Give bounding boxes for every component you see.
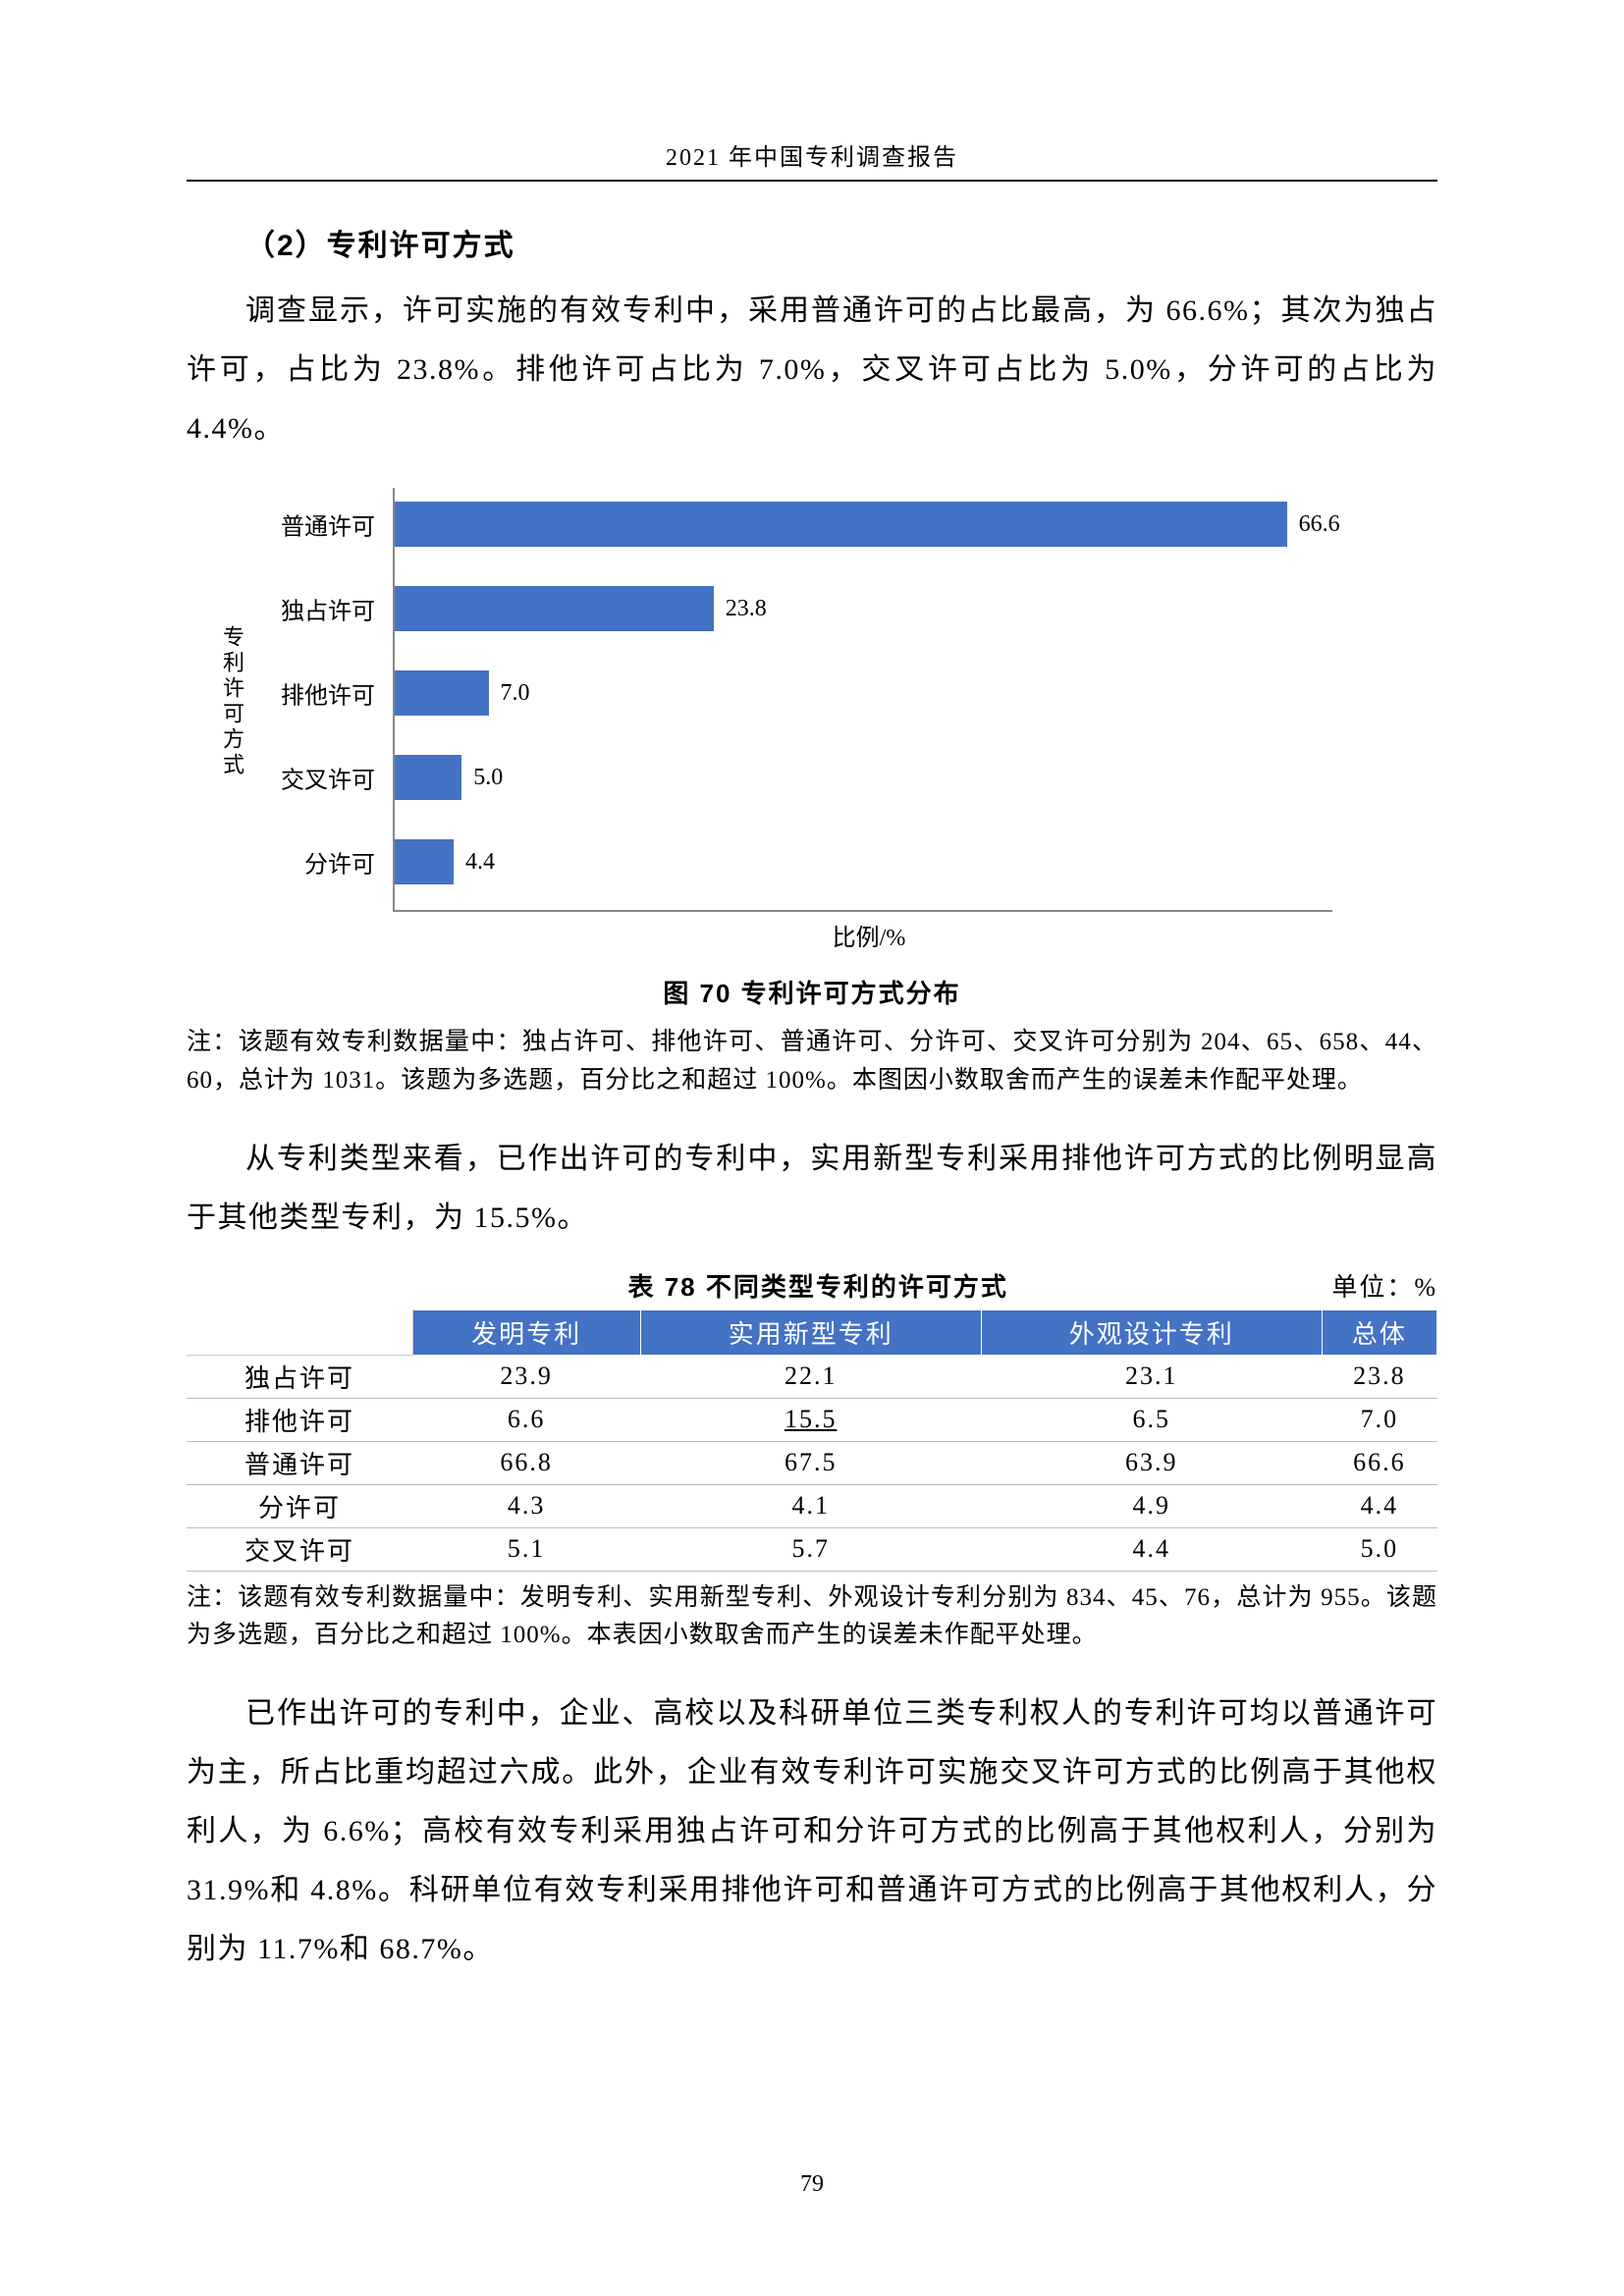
chart-category-label: 交叉许可 <box>228 761 395 795</box>
table-cell: 4.4 <box>1322 1484 1436 1527</box>
table-cell: 6.6 <box>412 1398 640 1441</box>
chart-bar-row: 分许可4.4 <box>395 839 495 884</box>
page: 2021 年中国专利调查报告 （2）专利许可方式 调查显示，许可实施的有效专利中… <box>0 0 1624 2296</box>
table-header-cell: 实用新型专利 <box>640 1309 981 1355</box>
table-cell: 23.8 <box>1322 1355 1436 1398</box>
chart-category-label: 普通许可 <box>228 507 395 542</box>
chart-bar-value: 4.4 <box>465 849 495 876</box>
table-cell: 普通许可 <box>187 1441 412 1484</box>
figure-caption: 图 70 专利许可方式分布 <box>187 974 1437 1010</box>
chart-category-label: 独占许可 <box>228 592 395 626</box>
chart-bar-row: 交叉许可5.0 <box>395 755 503 800</box>
section-title: （2）专利许可方式 <box>187 221 1437 264</box>
table-caption: 表 78 不同类型专利的许可方式 <box>304 1267 1331 1304</box>
table-cell: 66.8 <box>412 1441 640 1484</box>
chart-bar-value: 23.8 <box>726 596 767 622</box>
table-header-row: 发明专利实用新型专利外观设计专利总体 <box>187 1309 1437 1355</box>
table-header-cell: 发明专利 <box>412 1309 640 1355</box>
chart-plot-area: 普通许可66.6独占许可23.8排他许可7.0交叉许可5.0分许可4.4 <box>393 488 1332 912</box>
table-cell: 4.9 <box>981 1484 1322 1527</box>
table-row: 交叉许可5.15.74.45.0 <box>187 1527 1437 1571</box>
chart-bar-row: 普通许可66.6 <box>395 502 1340 547</box>
table-title-row: 表 78 不同类型专利的许可方式 单位：% <box>187 1267 1437 1304</box>
table-cell: 4.1 <box>640 1484 981 1527</box>
table-cell: 15.5 <box>640 1398 981 1441</box>
chart-footnote: 注：该题有效专利数据量中：独占许可、排他许可、普通许可、分许可、交叉许可分别为 … <box>187 1024 1437 1100</box>
table-cell: 5.7 <box>640 1527 981 1571</box>
chart-x-axis-label: 比例/% <box>393 918 1345 952</box>
table-row: 普通许可66.867.563.966.6 <box>187 1441 1437 1484</box>
table-unit: 单位：% <box>1331 1267 1437 1304</box>
chart-bar <box>395 839 454 884</box>
paragraph-1: 调查显示，许可实施的有效专利中，采用普通许可的占比最高，为 66.6%；其次为独… <box>187 282 1437 458</box>
paragraph-2: 从专利类型来看，已作出许可的专利中，实用新型专利采用排他许可方式的比例明显高于其… <box>187 1130 1437 1248</box>
table-cell: 独占许可 <box>187 1355 412 1398</box>
page-number: 79 <box>0 2171 1624 2198</box>
chart-license-methods: 专利许可方式 普通许可66.6独占许可23.8排他许可7.0交叉许可5.0分许可… <box>245 488 1345 952</box>
table-cell: 4.4 <box>981 1527 1322 1571</box>
table-cell: 23.9 <box>412 1355 640 1398</box>
table-header-cell: 外观设计专利 <box>981 1309 1322 1355</box>
table-cell: 7.0 <box>1322 1398 1436 1441</box>
table-cell: 排他许可 <box>187 1398 412 1441</box>
table-cell: 分许可 <box>187 1484 412 1527</box>
chart-bar-value: 7.0 <box>501 680 530 707</box>
chart-bar-row: 排他许可7.0 <box>395 670 530 716</box>
table-row: 排他许可6.615.56.57.0 <box>187 1398 1437 1441</box>
table-cell: 交叉许可 <box>187 1527 412 1571</box>
chart-bar-row: 独占许可23.8 <box>395 586 767 631</box>
table-license-types: 发明专利实用新型专利外观设计专利总体独占许可23.922.123.123.8排他… <box>187 1309 1437 1572</box>
chart-bar <box>395 502 1287 547</box>
chart-bar <box>395 755 461 800</box>
table-cell: 63.9 <box>981 1441 1322 1484</box>
table-header-cell: 总体 <box>1322 1309 1436 1355</box>
chart-bar <box>395 670 489 716</box>
chart-bar-value: 66.6 <box>1299 511 1340 538</box>
table-header-cell <box>187 1309 412 1355</box>
table-footnote: 注：该题有效专利数据量中：发明专利、实用新型专利、外观设计专利分别为 834、4… <box>187 1579 1437 1656</box>
header-title: 2021 年中国专利调查报告 <box>187 137 1437 172</box>
chart-bar-value: 5.0 <box>473 765 503 791</box>
table-cell: 23.1 <box>981 1355 1322 1398</box>
table-row: 分许可4.34.14.94.4 <box>187 1484 1437 1527</box>
table-cell: 67.5 <box>640 1441 981 1484</box>
table-cell: 6.5 <box>981 1398 1322 1441</box>
table-cell: 4.3 <box>412 1484 640 1527</box>
table-cell: 5.0 <box>1322 1527 1436 1571</box>
table-cell: 66.6 <box>1322 1441 1436 1484</box>
chart-category-label: 排他许可 <box>228 676 395 711</box>
header-rule <box>187 180 1437 182</box>
paragraph-3: 已作出许可的专利中，企业、高校以及科研单位三类专利权人的专利许可均以普通许可为主… <box>187 1684 1437 1979</box>
table-row: 独占许可23.922.123.123.8 <box>187 1355 1437 1398</box>
table-cell: 22.1 <box>640 1355 981 1398</box>
chart-bar <box>395 586 714 631</box>
chart-category-label: 分许可 <box>228 845 395 880</box>
table-cell: 5.1 <box>412 1527 640 1571</box>
